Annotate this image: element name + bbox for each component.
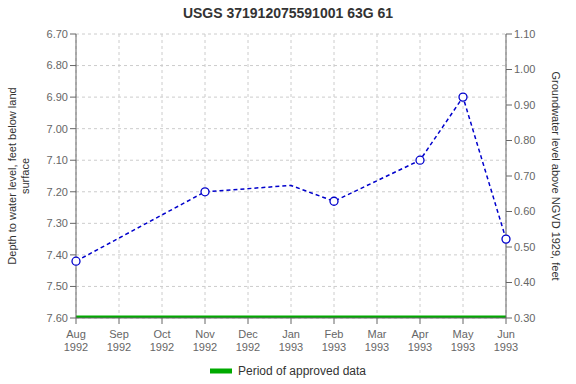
svg-text:0.90: 0.90 <box>514 99 535 111</box>
svg-text:Dec1992: Dec1992 <box>236 328 260 353</box>
svg-text:Sep1992: Sep1992 <box>107 328 131 353</box>
svg-text:6.70: 6.70 <box>47 28 68 40</box>
svg-text:1.00: 1.00 <box>514 63 535 75</box>
svg-text:May1993: May1993 <box>451 328 475 353</box>
svg-text:Depth to water level, feet bel: Depth to water level, feet below landsur… <box>8 87 31 264</box>
svg-text:Jun1993: Jun1993 <box>494 328 518 353</box>
svg-text:Mar1993: Mar1993 <box>365 328 389 353</box>
svg-text:Groundwater level above NGVD 1: Groundwater level above NGVD 1929, feet <box>550 71 562 280</box>
svg-text:Apr1993: Apr1993 <box>408 328 432 353</box>
svg-text:Oct1992: Oct1992 <box>150 328 174 353</box>
svg-text:6.90: 6.90 <box>47 91 68 103</box>
svg-text:1.10: 1.10 <box>514 28 535 40</box>
svg-text:7.20: 7.20 <box>47 186 68 198</box>
svg-text:0.70: 0.70 <box>514 170 535 182</box>
svg-text:7.50: 7.50 <box>47 280 68 292</box>
svg-text:7.30: 7.30 <box>47 217 68 229</box>
svg-text:Nov1992: Nov1992 <box>193 328 217 353</box>
svg-text:Feb1993: Feb1993 <box>322 328 346 353</box>
svg-text:0.50: 0.50 <box>514 241 535 253</box>
svg-text:0.60: 0.60 <box>514 205 535 217</box>
svg-text:7.60: 7.60 <box>47 312 68 324</box>
svg-text:0.40: 0.40 <box>514 276 535 288</box>
svg-text:0.30: 0.30 <box>514 312 535 324</box>
svg-text:Jan1993: Jan1993 <box>279 328 303 353</box>
svg-text:6.80: 6.80 <box>47 59 68 71</box>
html-text:Period of approved data: Period of approved data <box>238 364 366 378</box>
svg-text:Aug1992: Aug1992 <box>64 328 88 353</box>
svg-text:7.40: 7.40 <box>47 249 68 261</box>
svg-text:7.00: 7.00 <box>47 123 68 135</box>
html-text:USGS 371912075591001 63G 61: USGS 371912075591001 63G 61 <box>182 5 394 21</box>
svg-text:7.10: 7.10 <box>47 154 68 166</box>
svg-text:0.80: 0.80 <box>514 134 535 146</box>
